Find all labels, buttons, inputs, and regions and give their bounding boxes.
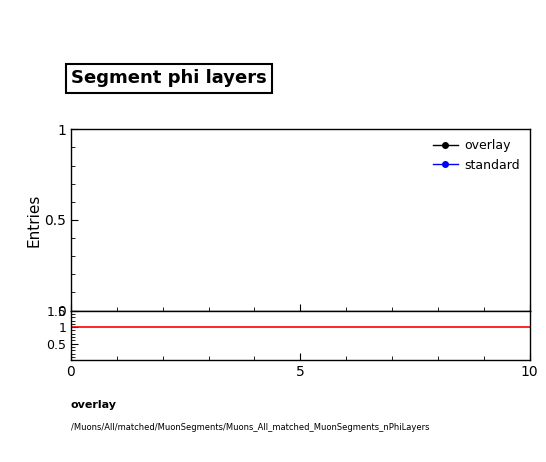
Text: overlay: overlay xyxy=(71,400,117,410)
Text: /Muons/All/matched/MuonSegments/Muons_All_matched_MuonSegments_nPhiLayers: /Muons/All/matched/MuonSegments/Muons_Al… xyxy=(71,423,430,432)
Text: Segment phi layers: Segment phi layers xyxy=(71,69,267,87)
Legend: overlay, standard: overlay, standard xyxy=(429,136,524,176)
Y-axis label: Entries: Entries xyxy=(26,193,41,247)
